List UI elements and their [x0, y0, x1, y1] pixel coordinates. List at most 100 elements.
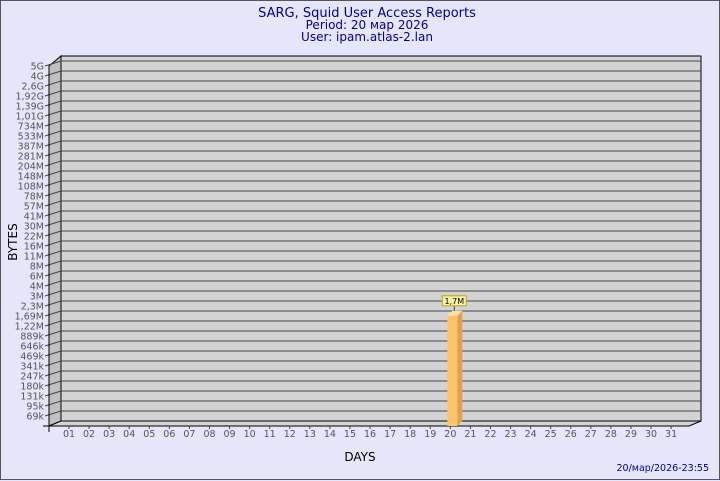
y-tick-label: 341k	[20, 362, 44, 373]
y-tick	[44, 180, 62, 187]
y-tick	[44, 330, 62, 337]
x-axis-label: DAYS	[344, 450, 375, 464]
y-tick	[44, 310, 62, 317]
y-tick	[44, 60, 62, 67]
x-tick-label: 01	[63, 429, 75, 440]
x-tick-label: 08	[203, 429, 215, 440]
y-tick	[44, 200, 62, 207]
y-tick-label: 734M	[18, 122, 44, 133]
y-tick-label: 646k	[20, 342, 44, 353]
bar-label-box	[441, 295, 467, 307]
chart-user: User: ipam.atlas-2.lan	[301, 30, 433, 44]
y-tick	[44, 340, 62, 347]
bar-top	[447, 310, 463, 316]
x-tick-label: 29	[625, 429, 637, 440]
x-tick-label: 24	[525, 429, 537, 440]
x-tick-label: 28	[605, 429, 617, 440]
y-tick-label: 387M	[18, 142, 44, 153]
y-tick-label: 4M	[30, 282, 44, 293]
y-tick	[44, 210, 62, 217]
y-tick-label: 5G	[31, 62, 44, 73]
x-tick-label: 15	[344, 429, 356, 440]
y-tick-label: 108M	[18, 182, 44, 193]
y-tick	[44, 410, 62, 417]
y-tick-label: 148M	[18, 172, 44, 183]
x-tick-label: 23	[504, 429, 516, 440]
y-tick	[44, 80, 62, 87]
y-tick-label: 6M	[30, 272, 44, 283]
y-tick-label: 1,01G	[15, 112, 44, 123]
x-tick-label: 16	[364, 429, 376, 440]
y-tick-label: 57M	[24, 202, 44, 213]
y-tick	[44, 230, 62, 237]
y-tick	[44, 290, 62, 297]
y-tick	[44, 320, 62, 327]
y-tick	[44, 110, 62, 117]
y-tick-label: 1,39G	[15, 102, 44, 113]
x-tick-label: 14	[324, 429, 336, 440]
x-tick-label: 04	[123, 429, 135, 440]
x-tick-label: 07	[183, 429, 195, 440]
y-tick-label: 1,22M	[15, 322, 44, 333]
y-tick	[44, 220, 62, 227]
bar-data-label: 1,7M	[445, 297, 465, 306]
y-tick-label: 78M	[24, 192, 44, 203]
x-tick-label: 06	[163, 429, 175, 440]
y-tick-label: 8M	[30, 262, 44, 273]
x-tick-label: 25	[545, 429, 557, 440]
bar	[447, 315, 458, 426]
y-tick	[44, 370, 62, 377]
plot-back-wall	[60, 55, 702, 422]
y-tick-label: 180k	[20, 382, 44, 393]
y-tick-label: 16M	[24, 242, 44, 253]
bar-side	[457, 310, 463, 426]
x-tick-label: 17	[384, 429, 396, 440]
x-tick-label: 02	[83, 429, 95, 440]
y-tick	[44, 160, 62, 167]
x-tick-label: 30	[645, 429, 657, 440]
y-tick-label: 131k	[20, 392, 44, 403]
x-tick-label: 21	[464, 429, 476, 440]
y-tick	[44, 260, 62, 267]
x-tick-label: 26	[565, 429, 577, 440]
x-tick-label: 22	[484, 429, 496, 440]
y-tick-label: 4G	[31, 72, 44, 83]
x-tick-label: 10	[244, 429, 256, 440]
x-tick-label: 05	[143, 429, 155, 440]
y-tick-label: 533M	[18, 132, 44, 143]
timestamp: 20/мар/2026-23:55	[617, 463, 710, 474]
y-tick-label: 41M	[24, 212, 44, 223]
y-tick-label: 3M	[30, 292, 44, 303]
y-tick-label: 247k	[20, 372, 44, 383]
x-tick-label: 18	[404, 429, 416, 440]
y-axis-label: BYTES	[6, 223, 20, 260]
y-tick	[44, 70, 62, 77]
y-tick	[44, 130, 62, 137]
x-tick-label: 27	[585, 429, 597, 440]
y-tick-label: 1,69M	[15, 312, 44, 323]
x-tick-label: 20	[444, 429, 456, 440]
x-tick-label: 19	[424, 429, 436, 440]
y-tick	[44, 150, 62, 157]
y-tick-label: 2,6G	[22, 82, 44, 93]
y-tick-label: 281M	[18, 152, 44, 163]
y-tick	[44, 170, 62, 177]
y-tick	[44, 140, 62, 147]
y-tick	[44, 120, 62, 127]
y-tick-label: 204M	[18, 162, 44, 173]
y-tick-label: 69k	[26, 412, 44, 423]
x-tick-label: 11	[264, 429, 276, 440]
y-tick-label: 1,92G	[15, 92, 44, 103]
y-tick	[44, 350, 62, 357]
y-tick	[44, 90, 62, 97]
plot-floor	[48, 420, 702, 427]
y-tick	[44, 100, 62, 107]
y-tick	[44, 190, 62, 197]
y-tick	[44, 390, 62, 397]
y-tick	[44, 300, 62, 307]
y-tick-label: 22M	[24, 232, 44, 243]
x-tick-label: 03	[103, 429, 115, 440]
x-tick-label: 09	[224, 429, 236, 440]
